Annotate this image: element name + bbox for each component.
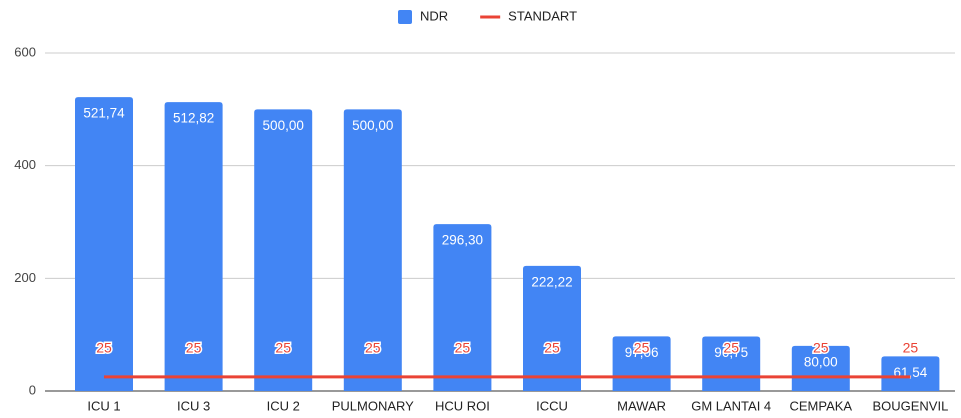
data-label: 512,82 <box>173 111 214 126</box>
data-label: 25 <box>544 340 560 356</box>
data-label: 97,06 <box>625 345 659 360</box>
bar <box>433 224 492 391</box>
data-label: 80,00 <box>804 354 838 369</box>
data-label: 500,00 <box>263 118 304 133</box>
bar <box>164 102 223 392</box>
legend-swatch <box>398 10 412 24</box>
data-label: 25 <box>275 340 291 356</box>
data-label: 96,75 <box>714 345 748 360</box>
data-label: 296,30 <box>442 233 483 248</box>
legend-label: NDR <box>420 8 448 23</box>
x-tick-label: ICU 2 <box>267 398 300 413</box>
data-label: 25 <box>723 340 739 356</box>
x-tick-label: MAWAR <box>617 398 666 413</box>
data-label: 25 <box>96 340 112 356</box>
data-label: 222,22 <box>531 274 572 289</box>
bar <box>343 109 402 391</box>
data-label: 500,00 <box>352 118 393 133</box>
bar <box>523 265 581 391</box>
x-tick-label: PULMONARY <box>332 398 414 413</box>
bar <box>881 356 940 391</box>
y-tick-label: 400 <box>14 157 36 172</box>
data-label: 521,74 <box>83 106 125 121</box>
x-tick-label: ICU 3 <box>177 398 210 413</box>
y-tick-label: 200 <box>14 270 36 285</box>
x-tick-label: BOUGENVIL <box>872 398 948 413</box>
x-tick-label: HCU ROI <box>435 398 490 413</box>
data-label: 25 <box>813 340 829 356</box>
data-label: 25 <box>365 340 381 356</box>
bar <box>791 345 850 391</box>
legend-label: STANDART <box>508 8 577 23</box>
bar <box>254 109 313 391</box>
x-tick-label: ICU 1 <box>87 398 120 413</box>
x-tick-label: GM LANTAI 4 <box>691 398 771 413</box>
x-tick-label: CEMPAKA <box>789 398 852 413</box>
y-tick-label: 0 <box>29 382 36 397</box>
data-label: 25 <box>455 340 471 356</box>
data-label: 25 <box>903 340 919 356</box>
data-label: 25 <box>634 340 650 356</box>
data-label: 25 <box>186 340 202 356</box>
y-tick-label: 600 <box>14 44 36 59</box>
x-tick-label: ICCU <box>536 398 568 413</box>
bar <box>75 97 133 392</box>
